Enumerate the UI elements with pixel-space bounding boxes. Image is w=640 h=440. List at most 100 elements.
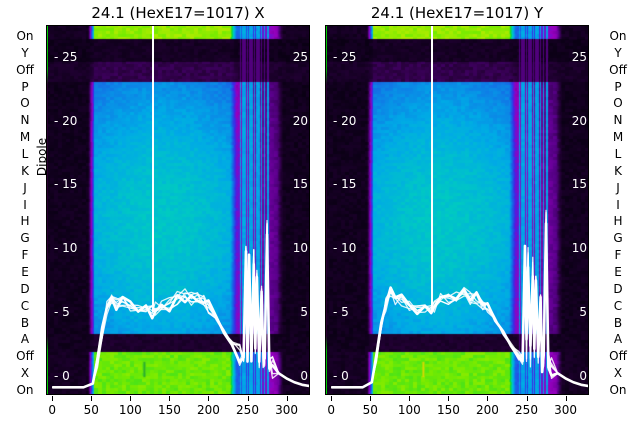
x-tick-mark-100 (130, 396, 132, 401)
x-axis-left: 0 50 100 150 200 250 300 (46, 396, 310, 436)
cat-label-left-o-4: O (20, 96, 30, 111)
y-tick-label-inner-left-20: - 20 (54, 113, 78, 128)
x-tick-label-250: 250 (236, 403, 259, 417)
y-tick-label-inner-right-15: 15 (292, 177, 308, 192)
y-tick-label-inner-left-10: - 10 (54, 241, 78, 256)
panel-x[interactable]: - 0 0 - 5 5 - 10 10 - 15 15 - 20 20 - 25 25 (46, 25, 310, 395)
y-tick-label-inner-right-20: 20 (571, 113, 587, 128)
cat-label-right-o-4: O (613, 96, 623, 111)
x-tick-label-150: 150 (157, 403, 181, 417)
y-tick-label-inner-left-20: - 20 (333, 113, 357, 128)
y-tick-label-inner-left-10: - 10 (333, 241, 357, 256)
cat-label-right-d-15: D (613, 281, 623, 296)
x-tick-mark-0 (331, 396, 333, 401)
y-tick-label-inner-right-0: 0 (300, 368, 308, 383)
x-tick-label-50: 50 (362, 403, 378, 417)
cat-label-left-i-10: I (23, 197, 27, 212)
y-tick-label-inner-right-0: 0 (579, 368, 587, 383)
cat-label-right-l-7: L (614, 147, 622, 161)
left-edge-stripe-x (46, 25, 48, 395)
x-tick-label-100: 100 (118, 403, 142, 417)
cat-label-left-off-19: Off (16, 349, 34, 364)
cat-label-right-i-10: I (616, 197, 620, 212)
signal-trace-x (52, 25, 310, 389)
cat-label-left-g-12: G (20, 231, 30, 246)
panel-y[interactable]: - 0 0 - 5 5 - 10 10 - 15 15 - 20 20 - 25 25 (325, 25, 589, 395)
y-tick-label-inner-left-25: - 25 (54, 49, 78, 64)
cat-label-left-l-7: L (21, 147, 29, 161)
cat-label-right-a-18: A (613, 332, 623, 347)
x-tick-label-300: 300 (554, 403, 578, 417)
cat-label-right-f-13: F (614, 248, 622, 263)
cat-label-left-off-2: Off (16, 62, 34, 77)
cat-label-right-h-11: H (613, 214, 623, 229)
x-tick-mark-300 (565, 396, 567, 401)
y-tick-label-inner-left-0: - 0 (333, 368, 349, 383)
cat-label-right-p-3: P (614, 79, 622, 94)
cat-label-right-off-19: Off (609, 349, 627, 364)
cat-label-left-x-20: X (20, 366, 30, 381)
x-tick-mark-0 (52, 396, 54, 401)
cat-label-left-on-0: On (16, 29, 34, 43)
x-tick-mark-200 (208, 396, 210, 401)
cat-label-left-on-21: On (16, 383, 34, 397)
y-tick-label-inner-left-0: - 0 (54, 368, 70, 383)
trace-sweep-6 (52, 222, 310, 388)
cat-label-right-off-2: Off (609, 62, 627, 77)
x-tick-mark-200 (487, 396, 489, 401)
cat-label-left-j-9: J (23, 180, 27, 195)
cat-label-right-n-5: N (613, 113, 623, 128)
x-tick-label-250: 250 (515, 403, 538, 417)
cat-label-left-a-18: A (20, 332, 30, 347)
x-tick-mark-150 (169, 396, 171, 401)
categorical-axis-left: On Y Off P O N M L K J I H G F E D C B A Off X On (4, 25, 46, 397)
y-tick-label-inner-right-10: 10 (292, 241, 308, 256)
panel-title-y: 24.1 (HexE17=1017) Y (370, 4, 544, 22)
y-tick-label-inner-right-5: 5 (579, 305, 587, 320)
cat-label-left-p-3: P (21, 79, 29, 94)
cat-label-left-e-14: E (21, 265, 29, 279)
y-tick-label-inner-right-10: 10 (571, 241, 587, 256)
x-axis-right: 0 50 100 150 200 250 300 (325, 396, 589, 436)
y-tick-label-inner-right-5: 5 (300, 305, 308, 320)
y-tick-label-inner-right-25: 25 (292, 49, 308, 64)
cat-label-right-y-1: Y (614, 45, 622, 60)
x-tick-mark-250 (526, 396, 528, 401)
panel-title-x: 24.1 (HexE17=1017) X (91, 4, 265, 22)
cat-label-left-k-8: K (21, 163, 29, 178)
cat-label-right-on-0: On (609, 29, 627, 43)
cat-label-left-d-15: D (20, 281, 30, 296)
cat-label-right-x-20: X (613, 366, 623, 381)
cat-label-right-c-16: C (613, 298, 623, 313)
cat-label-right-k-8: K (614, 163, 622, 178)
cat-label-left-f-13: F (21, 248, 29, 263)
cat-label-right-j-9: J (616, 180, 620, 195)
x-tick-label-200: 200 (476, 403, 499, 417)
left-edge-stripe-y (325, 25, 327, 395)
cat-label-right-b-17: B (613, 315, 623, 330)
y-tick-label-inner-left-5: - 5 (54, 305, 70, 320)
cat-label-left-n-5: N (20, 113, 30, 128)
y-tick-label-inner-left-25: - 25 (333, 49, 357, 64)
x-tick-mark-50 (91, 396, 93, 401)
y-tick-label-inner-right-25: 25 (571, 49, 587, 64)
cat-label-left-c-16: C (20, 298, 30, 313)
x-tick-label-200: 200 (197, 403, 220, 417)
x-tick-label-300: 300 (275, 403, 299, 417)
x-tick-mark-300 (286, 396, 288, 401)
trace-sweep-6 (331, 211, 589, 388)
x-tick-mark-150 (448, 396, 450, 401)
x-tick-mark-100 (409, 396, 411, 401)
y-tick-label-inner-left-15: - 15 (54, 177, 78, 192)
cat-label-right-e-14: E (614, 265, 622, 279)
y-tick-label-inner-right-15: 15 (571, 177, 587, 192)
x-tick-label-150: 150 (436, 403, 460, 417)
cat-label-right-on-21: On (609, 383, 627, 397)
categorical-axis-right: On Y Off P O N M L K J I H G F E D C B A Off X On (597, 25, 639, 397)
y-tick-label-inner-left-5: - 5 (333, 305, 349, 320)
x-tick-label-0: 0 (327, 403, 336, 417)
cat-label-left-m-6: M (19, 130, 31, 145)
cat-label-right-m-6: M (612, 130, 624, 145)
y-tick-label-inner-right-20: 20 (292, 113, 308, 128)
